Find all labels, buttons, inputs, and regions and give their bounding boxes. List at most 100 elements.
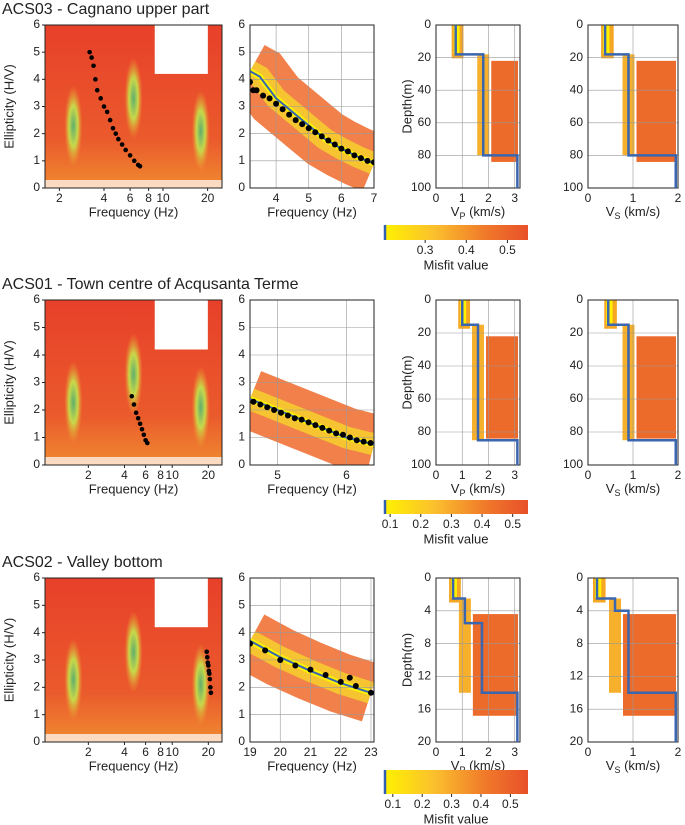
y-tick-label: 0 — [238, 734, 245, 748]
y-tick-label: 0 — [33, 734, 40, 748]
x-tick-label: 0 — [585, 468, 592, 482]
data-point — [107, 117, 113, 123]
y-tick-label: 20 — [570, 50, 584, 64]
colorbar-label: Misfit value — [423, 811, 488, 825]
y-tick-label: 100 — [411, 457, 431, 471]
y-tick-label: 2 — [33, 126, 40, 140]
y-tick-label: 40 — [418, 82, 432, 96]
panel: 0 1 2 3 4 5 6 4 5 6 7 Frequency (Hz) — [238, 17, 377, 219]
x-tick-label: 8 — [145, 191, 152, 205]
y-tick-label: 0 — [238, 180, 245, 194]
colorbar-tick-label: 0.5 — [502, 797, 519, 811]
x-axis-title: VP (km/s) — [451, 481, 505, 498]
heatmap-peak — [191, 643, 210, 726]
data-point — [135, 415, 141, 421]
x-axis-title: Frequency (Hz) — [89, 481, 179, 496]
data-point — [367, 689, 374, 696]
data-point — [204, 654, 210, 660]
best-model — [454, 25, 519, 188]
heatmap-peak — [124, 57, 143, 140]
data — [87, 49, 143, 169]
data-point — [204, 649, 210, 655]
x-tick-label: 20 — [201, 191, 215, 205]
data-point — [206, 663, 211, 668]
data-point — [127, 153, 133, 158]
x-tick-label: 2 — [675, 191, 682, 205]
frame — [587, 577, 679, 743]
data-point — [93, 77, 98, 82]
row-title: ACS01 - Town centre of Acqusanta Terme — [2, 276, 299, 293]
heatmap-peak — [124, 333, 143, 416]
x-tick-label: 1 — [459, 468, 466, 482]
y-tick-label: 0 — [238, 457, 245, 471]
axis-subscript: S — [614, 765, 620, 775]
colorbar-tick-label: 0.2 — [414, 797, 431, 811]
axis-symbol: V — [606, 481, 615, 496]
y-tick-label: 2 — [238, 126, 245, 140]
x-tick-label: 20 — [274, 745, 288, 759]
decoration — [604, 300, 676, 441]
x-tick-label: 5 — [305, 191, 312, 205]
y-tick-label: 4 — [238, 347, 245, 361]
empty-area — [154, 300, 208, 350]
frame — [435, 24, 521, 189]
x-tick-label: 1 — [459, 745, 466, 759]
y-tick-label: 40 — [418, 358, 432, 372]
y-tick-label: 2 — [238, 402, 245, 416]
axis-unit: (km/s) — [620, 758, 660, 773]
best-model — [607, 300, 677, 465]
data-point — [139, 426, 145, 432]
data-point — [292, 117, 299, 124]
decoration — [458, 300, 518, 441]
y-tick-label: 80 — [570, 424, 584, 438]
data-point — [346, 434, 353, 441]
y-tick-label: 6 — [33, 17, 40, 31]
data — [607, 300, 677, 465]
x-tick-label: 4 — [121, 468, 128, 482]
axis-unit: (km/s) — [465, 204, 505, 219]
y-tick-label: 3 — [238, 375, 245, 389]
heatmap-peak — [191, 366, 210, 449]
data-point — [305, 125, 312, 132]
x-tick-label: 20 — [202, 468, 216, 482]
y-tick-label: 100 — [563, 180, 583, 194]
data-point — [353, 437, 360, 444]
y-tick-label: 5 — [238, 320, 245, 334]
y-axis-title: Depth(m) — [399, 355, 414, 409]
model-range — [486, 336, 518, 439]
decoration — [451, 25, 518, 162]
x-tick-label: 21 — [304, 745, 318, 759]
y-tick-label: 3 — [33, 99, 40, 113]
data-point — [98, 96, 103, 101]
y-tick-label: 80 — [418, 424, 432, 438]
data-point — [292, 662, 299, 669]
data — [250, 398, 374, 446]
y-tick-label: 4 — [424, 603, 431, 617]
data-point — [250, 640, 253, 647]
x-tick-label: 6 — [338, 191, 345, 205]
y-tick-label: 80 — [418, 148, 432, 162]
y-tick-label: 4 — [33, 625, 40, 639]
data-point — [279, 106, 286, 113]
frame — [435, 299, 521, 466]
y-tick-label: 1 — [33, 153, 40, 167]
y-tick-label: 1 — [238, 707, 245, 721]
frame — [249, 577, 375, 743]
data-point — [129, 393, 135, 399]
data-point — [277, 657, 284, 663]
y-tick-label: 12 — [570, 669, 584, 683]
x-tick-label: 3 — [511, 468, 518, 482]
y-tick-label: 5 — [238, 598, 245, 612]
empty-area — [154, 25, 208, 74]
data-point — [123, 147, 128, 153]
x-tick-label: 4 — [121, 745, 128, 759]
y-tick-label: 4 — [33, 347, 40, 361]
y-tick-label: 6 — [33, 292, 40, 306]
model-range — [636, 60, 676, 162]
x-tick-label: 1 — [630, 191, 637, 205]
x-tick-label: 0 — [585, 191, 592, 205]
